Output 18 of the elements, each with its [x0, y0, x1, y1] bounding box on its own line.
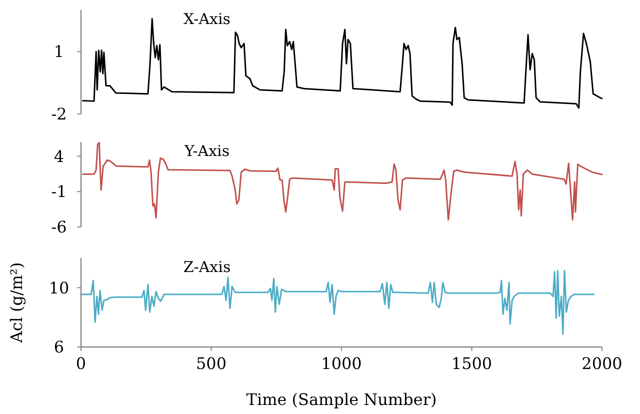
chart-title: Y-Axis — [183, 142, 230, 160]
y-tick-label: 10 — [48, 278, 70, 298]
y-tick-label: -2 — [51, 104, 67, 124]
y-tick-label: -1 — [51, 182, 67, 202]
x-axis-title: Time (Sample Number) — [246, 390, 437, 409]
line-series — [82, 142, 603, 221]
chart-title: Z-Axis — [183, 258, 231, 276]
x-tick-label: 1500 — [451, 354, 492, 373]
x-tick-label: 1000 — [321, 354, 362, 373]
y-tick-label: 1 — [54, 42, 64, 62]
y-axis-title: Acl (g/m²) — [7, 262, 26, 344]
x-tick-label: 0 — [76, 354, 86, 373]
y-tick-label: -6 — [51, 218, 67, 237]
y-tick-label: 6 — [54, 338, 64, 357]
chart-title: X-Axis — [184, 10, 230, 28]
x-tick-label: 2000 — [582, 354, 622, 373]
y-tick-label: 4 — [54, 146, 64, 166]
x-tick-label: 500 — [196, 354, 227, 373]
